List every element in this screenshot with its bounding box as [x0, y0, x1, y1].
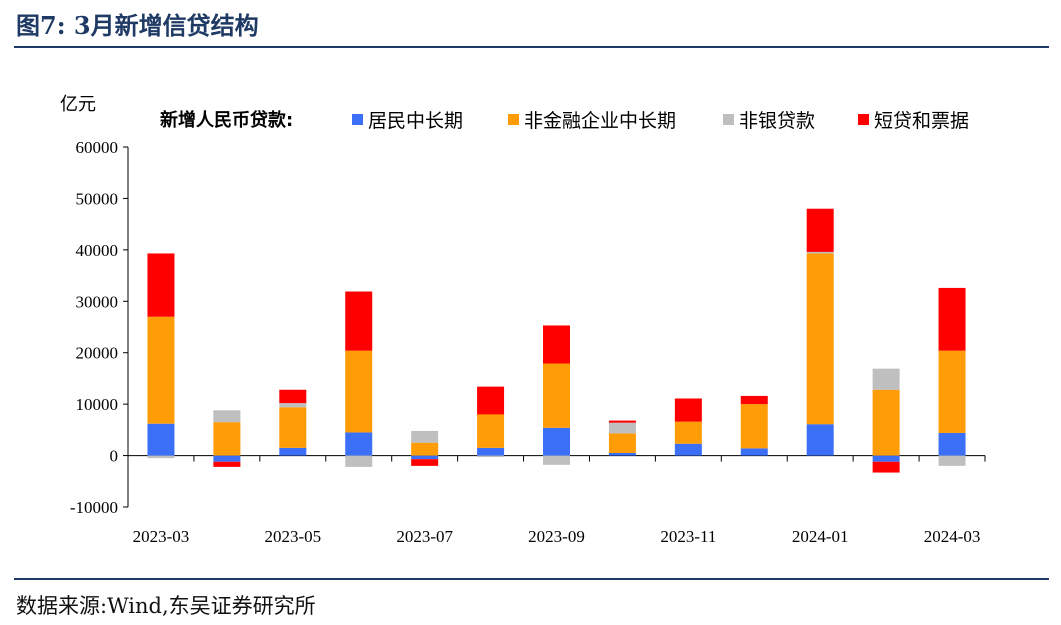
bar-segment-2 [608, 433, 636, 453]
axes: -10000 0 10000 20000 30000 40000 50000 60000 202… [70, 138, 986, 546]
bar-segment-3 [279, 403, 307, 408]
bar-segment-2 [806, 253, 834, 425]
bar-segment-1 [938, 432, 966, 456]
y-tick-label: -10000 [70, 498, 118, 517]
x-tick-label: 2023-07 [396, 527, 453, 546]
bar-segment-1 [147, 423, 175, 456]
bar-segment-3 [213, 410, 241, 423]
x-tick-label: 2024-01 [792, 527, 849, 546]
bar-segment-3 [938, 455, 966, 466]
legend-swatch [858, 114, 869, 125]
bar-segment-1 [213, 455, 241, 462]
x-tick-label: 2024-03 [924, 527, 981, 546]
bar-segment-2 [543, 363, 570, 428]
bar-segment-4 [740, 395, 768, 405]
y-tick-label: 60000 [76, 138, 119, 157]
bar-segment-1 [740, 448, 768, 456]
bar-segment-4 [147, 253, 175, 317]
bar-segment-4 [279, 389, 307, 404]
bar-segment-1 [872, 455, 900, 462]
bar-segment-4 [608, 420, 636, 423]
legend-swatch [352, 114, 363, 125]
bar-segment-2 [147, 316, 175, 424]
bar-segment-3 [608, 422, 636, 434]
bar-segment-3 [543, 455, 570, 465]
bar-segment-2 [938, 350, 966, 433]
bar-segment-2 [411, 442, 439, 456]
y-unit-label: 亿元 [60, 94, 96, 115]
bar-segment-3 [411, 430, 439, 443]
bar-segment-4 [213, 461, 241, 467]
legend-title: 新增人民币贷款: [160, 109, 293, 131]
bar-segment-2 [213, 422, 241, 456]
bar-segment-4 [872, 461, 900, 473]
legend-label: 短贷和票据 [874, 110, 969, 132]
bar-segment-3 [806, 251, 834, 254]
y-tick-label: 10000 [76, 395, 119, 414]
bar-segment-1 [543, 427, 570, 456]
bar-segment-2 [674, 421, 702, 444]
bar-segment-4 [477, 386, 505, 415]
bar-segment-1 [411, 455, 439, 460]
y-tick-label: 30000 [76, 292, 119, 311]
y-tick-label: 40000 [76, 241, 119, 260]
bar-segment-3 [477, 455, 505, 458]
bar-segment-2 [872, 389, 900, 456]
bar-segment-2 [345, 350, 373, 433]
top-rule [14, 46, 1049, 48]
x-tick-label: 2023-03 [133, 527, 190, 546]
legend-label: 居民中长期 [368, 110, 463, 132]
x-tick-label: 2023-05 [264, 527, 321, 546]
bar-segment-3 [872, 368, 900, 390]
legend-swatch [723, 114, 734, 125]
bar-segment-3 [345, 455, 373, 467]
bar-segment-1 [477, 447, 505, 456]
bar-segment-4 [345, 291, 373, 351]
bars [147, 208, 966, 473]
x-tick-label: 2023-09 [528, 527, 585, 546]
bar-segment-3 [147, 455, 175, 459]
legend-label: 非金融企业中长期 [524, 110, 676, 132]
bar-segment-4 [674, 398, 702, 422]
bar-segment-1 [345, 432, 373, 456]
bar-segment-4 [543, 325, 570, 364]
x-tick-label: 2023-11 [660, 527, 716, 546]
legend: 居民中长期 非金融企业中长期 非银贷款 短贷和票据 [352, 110, 969, 132]
bar-segment-4 [806, 208, 834, 252]
legend-label: 非银贷款 [739, 110, 815, 132]
bar-segment-1 [674, 443, 702, 456]
bottom-rule [14, 578, 1049, 580]
y-tick-label: 0 [110, 447, 119, 466]
y-tick-label: 20000 [76, 344, 119, 363]
bar-segment-2 [477, 414, 505, 448]
figure-title: 图7: 3月新增信贷结构 [16, 11, 259, 40]
bar-segment-1 [806, 424, 834, 456]
bar-segment-2 [740, 404, 768, 449]
y-tick-label: 50000 [76, 189, 119, 208]
bar-segment-4 [938, 287, 966, 351]
bar-segment-4 [411, 459, 439, 466]
source-note: 数据来源:Wind,东吴证券研究所 [16, 594, 316, 618]
bar-segment-2 [279, 407, 307, 448]
legend-swatch [508, 114, 519, 125]
bar-segment-1 [608, 453, 636, 456]
bar-segment-1 [279, 447, 307, 456]
